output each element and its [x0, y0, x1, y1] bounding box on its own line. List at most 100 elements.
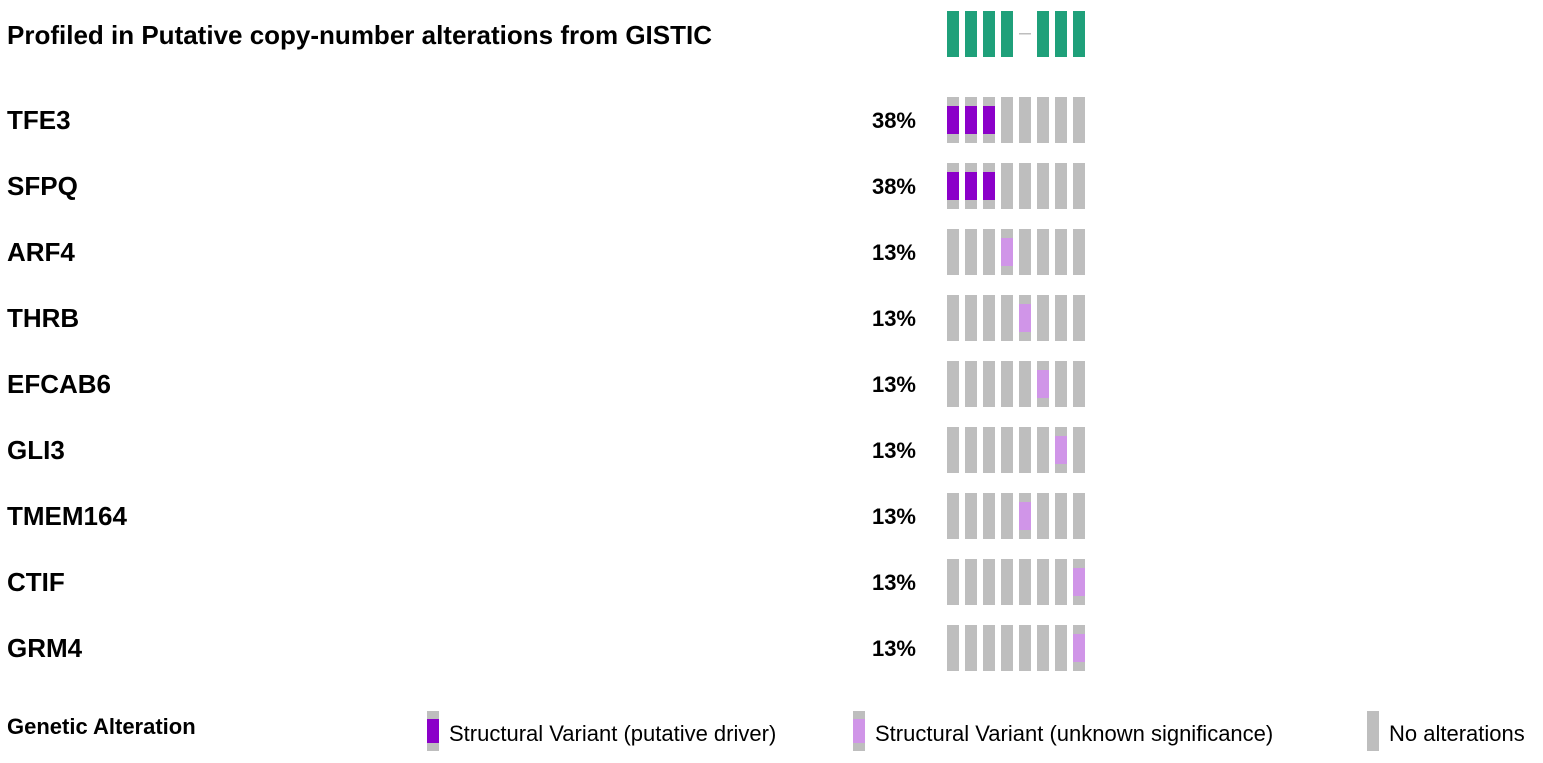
structural-variant-unknown-mark: [1073, 568, 1085, 596]
cell-efcab6-8: [1073, 361, 1085, 407]
profile-cell-7: [1055, 11, 1067, 57]
gene-label: THRB: [7, 303, 79, 333]
cell-sfpq-4: [1001, 163, 1013, 209]
cell-thrb-2: [965, 295, 977, 341]
structural-variant-driver-mark: [947, 106, 959, 134]
cell-ctif-6: [1037, 559, 1049, 605]
cell-arf4-3: [983, 229, 995, 275]
cell-thrb-3: [983, 295, 995, 341]
cell-efcab6-4: [1001, 361, 1013, 407]
gene-row-tfe3: TFE3 38%: [7, 97, 1085, 143]
cell-sfpq-7: [1055, 163, 1067, 209]
cell-arf4-7: [1055, 229, 1067, 275]
structural-variant-unknown-mark: [1073, 634, 1085, 662]
cell-arf4-6: [1037, 229, 1049, 275]
legend-label: No alterations: [1389, 721, 1525, 746]
gene-percent: 13%: [872, 570, 916, 595]
structural-variant-unknown-mark: [1055, 436, 1067, 464]
cell-efcab6-7: [1055, 361, 1067, 407]
gene-percent: 13%: [872, 636, 916, 661]
cell-sfpq-5: [1019, 163, 1031, 209]
gene-row-ctif: CTIF 13%: [7, 559, 1085, 605]
structural-variant-driver-mark: [965, 106, 977, 134]
structural-variant-driver-mark: [965, 172, 977, 200]
profile-cell-6: [1037, 11, 1049, 57]
gene-percent: 13%: [872, 240, 916, 265]
legend-label: Structural Variant (unknown significance…: [875, 721, 1273, 746]
profile-cell-5-not-profiled: [1019, 33, 1031, 35]
gene-percent: 13%: [872, 372, 916, 397]
cell-efcab6-3: [983, 361, 995, 407]
structural-variant-unknown-mark: [1019, 304, 1031, 332]
cell-thrb-6: [1037, 295, 1049, 341]
cell-grm4-5: [1019, 625, 1031, 671]
cell-grm4-7: [1055, 625, 1067, 671]
cell-thrb-7: [1055, 295, 1067, 341]
cell-gli3-3: [983, 427, 995, 473]
gene-row-thrb: THRB 13%: [7, 295, 1085, 341]
cell-gli3-1: [947, 427, 959, 473]
cell-tmem164-2: [965, 493, 977, 539]
gene-percent: 13%: [872, 504, 916, 529]
cell-gli3-6: [1037, 427, 1049, 473]
legend-label: Structural Variant (putative driver): [449, 721, 776, 746]
cell-tmem164-3: [983, 493, 995, 539]
cell-tfe3-7: [1055, 97, 1067, 143]
cell-grm4-1: [947, 625, 959, 671]
cell-grm4-3: [983, 625, 995, 671]
profile-cell-3: [983, 11, 995, 57]
structural-variant-unknown-mark: [1001, 238, 1013, 266]
profile-track-label: Profiled in Putative copy-number alterat…: [7, 20, 712, 50]
legend-item-unknown: Structural Variant (unknown significance…: [853, 711, 1273, 751]
cell-ctif-1: [947, 559, 959, 605]
legend-swatch: [853, 719, 865, 743]
gene-label: TFE3: [7, 105, 71, 135]
cell-ctif-7: [1055, 559, 1067, 605]
legend-swatch-bg: [1367, 711, 1379, 751]
cell-thrb-1: [947, 295, 959, 341]
profile-track: [947, 11, 1085, 57]
cell-ctif-3: [983, 559, 995, 605]
profile-cell-1: [947, 11, 959, 57]
gene-percent: 13%: [872, 306, 916, 331]
cell-tfe3-4: [1001, 97, 1013, 143]
cell-ctif-2: [965, 559, 977, 605]
structural-variant-driver-mark: [983, 172, 995, 200]
cell-thrb-4: [1001, 295, 1013, 341]
cell-arf4-5: [1019, 229, 1031, 275]
cell-tmem164-7: [1055, 493, 1067, 539]
cell-thrb-8: [1073, 295, 1085, 341]
cell-efcab6-5: [1019, 361, 1031, 407]
cell-arf4-8: [1073, 229, 1085, 275]
gene-label: CTIF: [7, 567, 65, 597]
cell-gli3-4: [1001, 427, 1013, 473]
gene-label: GLI3: [7, 435, 65, 465]
gene-label: SFPQ: [7, 171, 78, 201]
cell-grm4-6: [1037, 625, 1049, 671]
gene-label: ARF4: [7, 237, 75, 267]
cell-tfe3-8: [1073, 97, 1085, 143]
cell-tmem164-6: [1037, 493, 1049, 539]
gene-percent: 38%: [872, 174, 916, 199]
cell-gli3-5: [1019, 427, 1031, 473]
cell-grm4-2: [965, 625, 977, 671]
gene-row-sfpq: SFPQ 38%: [7, 163, 1085, 209]
legend-swatch: [427, 719, 439, 743]
gene-label: GRM4: [7, 633, 83, 663]
cell-gli3-8: [1073, 427, 1085, 473]
cell-sfpq-8: [1073, 163, 1085, 209]
legend-item-driver: Structural Variant (putative driver): [427, 711, 776, 751]
legend: Genetic Alteration Structural Variant (p…: [7, 711, 1525, 751]
cell-arf4-2: [965, 229, 977, 275]
cell-grm4-4: [1001, 625, 1013, 671]
gene-row-arf4: ARF4 13%: [7, 229, 1085, 275]
profile-cell-8: [1073, 11, 1085, 57]
cell-sfpq-6: [1037, 163, 1049, 209]
profile-cell-4: [1001, 11, 1013, 57]
structural-variant-driver-mark: [983, 106, 995, 134]
structural-variant-unknown-mark: [1037, 370, 1049, 398]
cell-tfe3-6: [1037, 97, 1049, 143]
legend-item-none: No alterations: [1367, 711, 1525, 751]
cell-gli3-2: [965, 427, 977, 473]
